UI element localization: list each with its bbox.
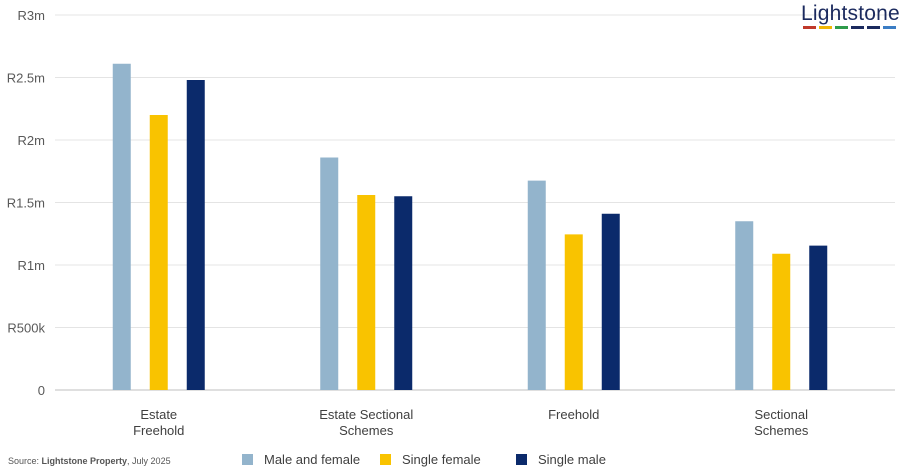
legend-label: Single male [538, 452, 606, 467]
logo-color-segment [850, 26, 864, 29]
logo-color-segment [802, 26, 816, 29]
legend-swatch [516, 454, 527, 465]
y-tick-label: 0 [38, 383, 45, 398]
legend-item: Single male [516, 452, 606, 467]
logo-color-segment [834, 26, 848, 29]
y-tick-label: R2.5m [7, 71, 45, 86]
source-org: Lightstone Property [41, 456, 128, 466]
legend-item: Male and female [242, 452, 360, 467]
bar [186, 80, 205, 390]
y-tick-label: R1.5m [7, 196, 45, 211]
bar [527, 180, 546, 390]
bar [112, 63, 131, 390]
bar [394, 196, 413, 390]
x-tick-label: Estate [140, 407, 177, 422]
bar [564, 234, 583, 390]
bar [320, 157, 339, 390]
y-tick-label: R1m [18, 258, 45, 273]
logo-color-bar [801, 26, 897, 29]
legend-label: Male and female [264, 452, 361, 467]
x-tick-label: Schemes [339, 423, 394, 438]
logo-color-segment [818, 26, 832, 29]
legend-item: Single female [380, 452, 481, 467]
lightstone-logo: Lightstone [801, 2, 900, 29]
legend-swatch [380, 454, 391, 465]
bar [735, 221, 754, 390]
x-tick-label: Freehold [548, 407, 599, 422]
bar [601, 213, 620, 390]
y-tick-label: R3m [18, 8, 45, 23]
bar [772, 253, 791, 390]
y-tick-label: R500k [7, 321, 45, 336]
x-tick-label: Estate Sectional [319, 407, 413, 422]
bar [809, 245, 828, 390]
logo-color-segment [882, 26, 896, 29]
source-prefix: Source: [8, 456, 42, 466]
legend-swatch [242, 454, 253, 465]
bar [149, 115, 168, 390]
x-tick-label: Schemes [754, 423, 809, 438]
x-tick-label: Sectional [755, 407, 809, 422]
source-suffix: , July 2025 [127, 456, 171, 466]
logo-text: Lightstone [801, 2, 900, 25]
x-tick-label: Freehold [133, 423, 184, 438]
chart-legend: Male and female Single female Single male [0, 452, 900, 470]
bar [357, 195, 376, 390]
logo-color-segment [866, 26, 880, 29]
y-tick-label: R2m [18, 133, 45, 148]
legend-label: Single female [402, 452, 481, 467]
source-note: Source: Lightstone Property, July 2025 [8, 456, 171, 466]
